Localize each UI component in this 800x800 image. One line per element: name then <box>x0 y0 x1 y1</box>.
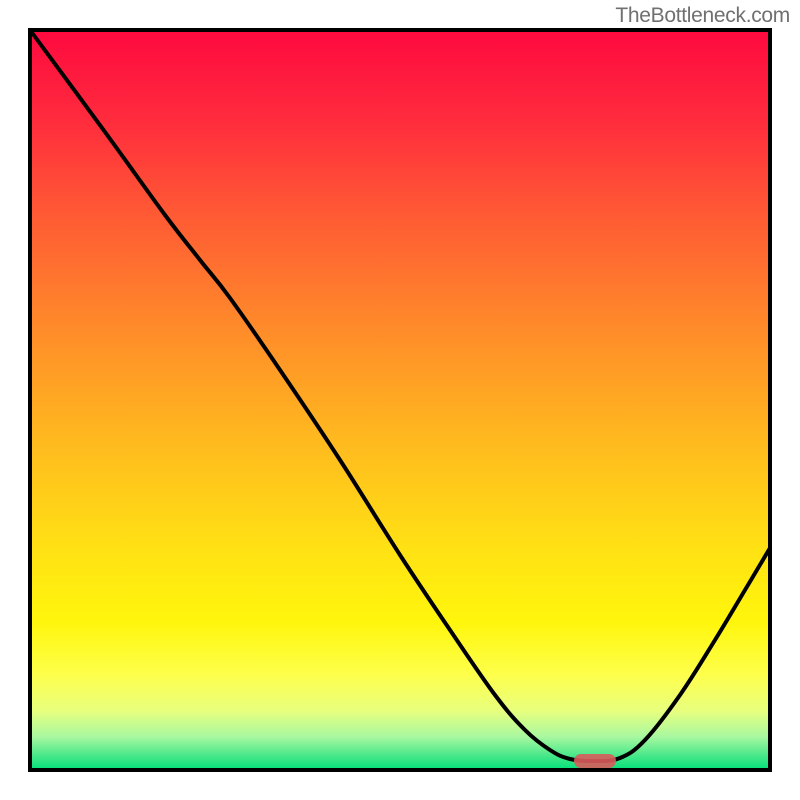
bottleneck-chart <box>0 0 800 800</box>
chart-container: TheBottleneck.com <box>0 0 800 800</box>
optimal-marker <box>574 754 616 768</box>
plot-background <box>30 30 770 770</box>
watermark-text: TheBottleneck.com <box>615 4 790 28</box>
